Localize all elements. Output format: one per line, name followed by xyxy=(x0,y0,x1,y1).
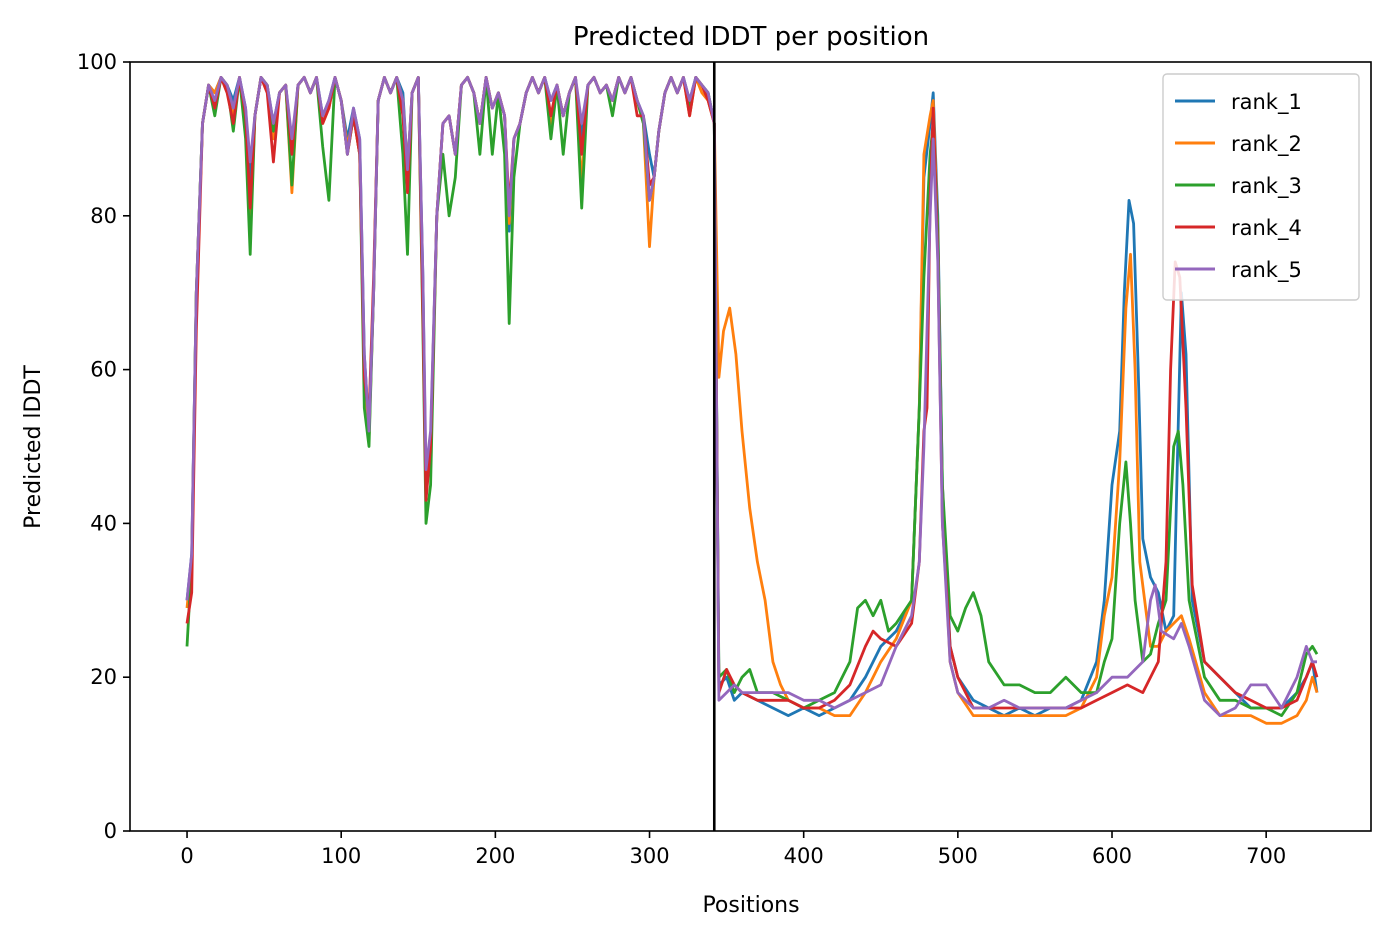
x-tick-label: 300 xyxy=(629,844,669,868)
chart-title: Predicted lDDT per position xyxy=(573,22,929,52)
y-axis-ticks: 0 20 40 60 80 100 xyxy=(77,50,130,843)
x-tick-label: 0 xyxy=(180,844,193,868)
x-tick-label: 100 xyxy=(321,844,361,868)
legend-label-rank_1: rank_1 xyxy=(1231,90,1302,115)
plot-area xyxy=(129,61,1372,832)
y-tick-label: 0 xyxy=(104,819,117,843)
legend-box xyxy=(1162,73,1360,301)
legend: rank_1 rank_2 rank_3 rank_4 rank_5 xyxy=(1162,73,1360,301)
y-axis-label: Predicted lDDT xyxy=(21,365,46,529)
x-tick-label: 600 xyxy=(1092,844,1132,868)
legend-label-rank_4: rank_4 xyxy=(1231,216,1302,241)
legend-label-rank_5: rank_5 xyxy=(1231,258,1302,283)
x-tick-label: 400 xyxy=(784,844,824,868)
x-tick-label: 500 xyxy=(938,844,978,868)
y-tick-label: 60 xyxy=(90,358,117,382)
x-axis-ticks: 0 100 200 300 400 500 600 700 xyxy=(180,831,1286,868)
legend-label-rank_3: rank_3 xyxy=(1231,174,1302,199)
x-tick-label: 200 xyxy=(475,844,515,868)
plot-frame xyxy=(129,61,1372,832)
y-tick-label: 80 xyxy=(90,204,117,228)
series-line-rank_5 xyxy=(185,76,1317,717)
x-tick-label: 700 xyxy=(1246,844,1286,868)
x-axis-label: Positions xyxy=(702,893,799,918)
y-tick-label: 20 xyxy=(90,665,117,689)
y-tick-label: 40 xyxy=(90,511,117,535)
legend-label-rank_2: rank_2 xyxy=(1231,132,1302,157)
y-tick-label: 100 xyxy=(77,50,117,74)
